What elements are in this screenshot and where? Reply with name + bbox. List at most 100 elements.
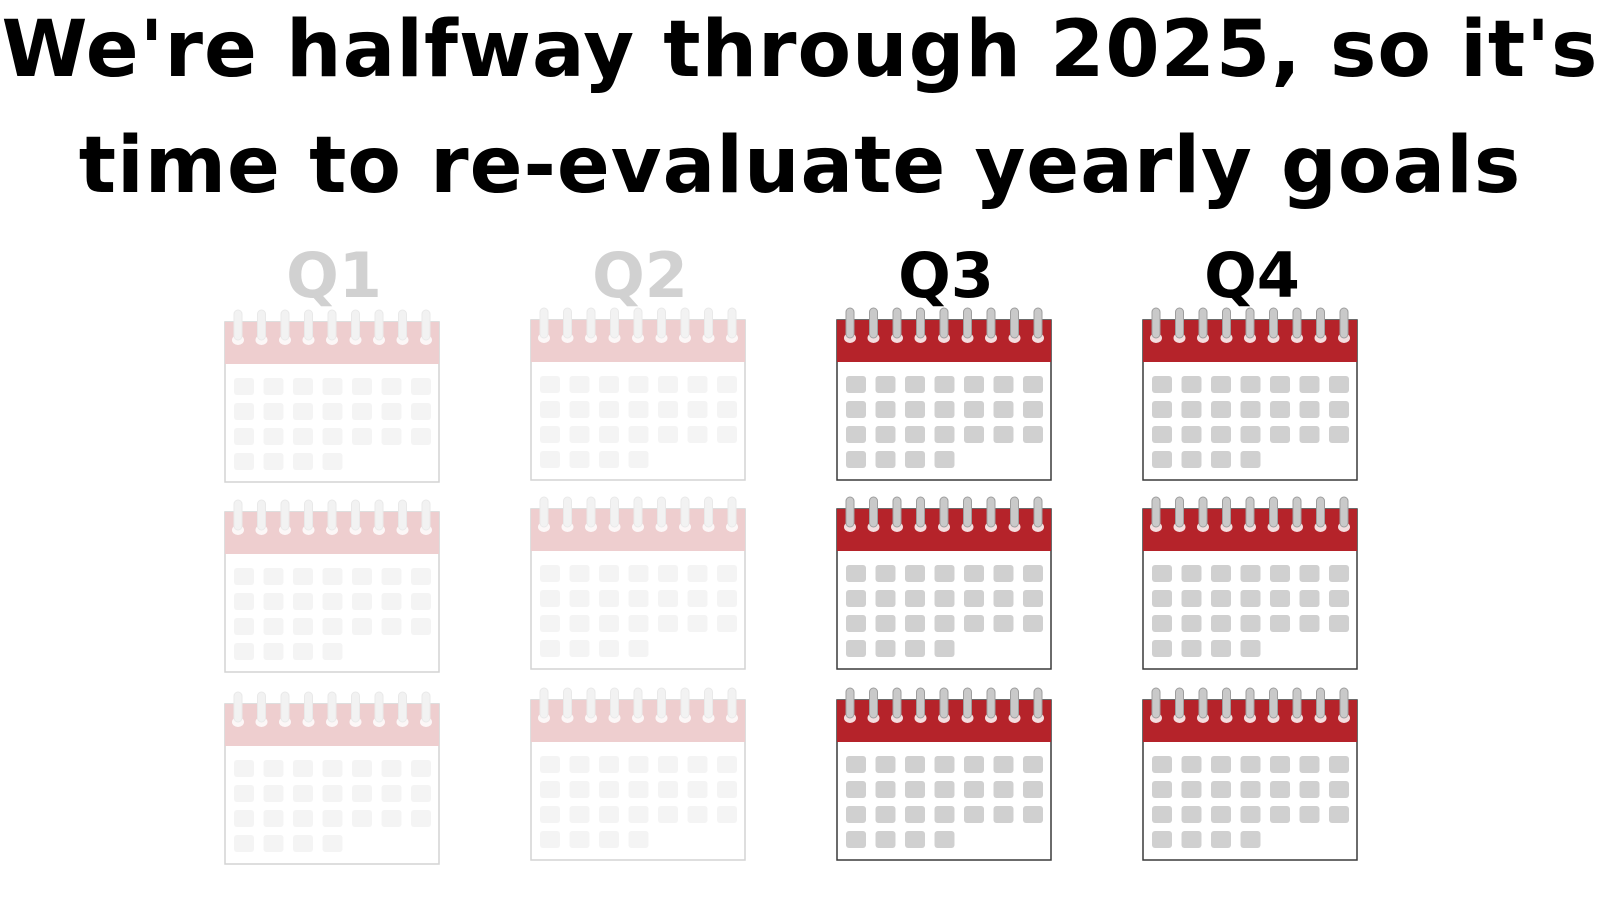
calendar-icon — [1142, 495, 1360, 671]
calendar-ring — [398, 691, 407, 723]
calendar-ring — [704, 687, 713, 719]
calendar-ring — [610, 307, 619, 339]
calendar-day-cell — [411, 810, 431, 827]
calendar-day-cell — [1329, 401, 1349, 418]
calendar-day-cell — [352, 403, 372, 420]
calendar-day-cell — [263, 378, 284, 395]
calendar-day-cell — [1299, 615, 1320, 632]
calendar-ring — [1339, 687, 1349, 719]
calendar-day-cell — [1240, 590, 1261, 607]
calendar-svg — [836, 687, 1052, 861]
calendar-day-cell — [1299, 590, 1320, 607]
calendar-day-cell — [1299, 426, 1320, 443]
calendar-day-cell — [717, 756, 737, 773]
calendar-day-cell — [234, 810, 254, 827]
calendar-day-cell — [1240, 426, 1261, 443]
calendar-ring — [327, 309, 337, 341]
calendar-day-cell — [263, 810, 284, 827]
calendar-ring — [1316, 496, 1325, 528]
calendar-day-cell — [1181, 451, 1202, 468]
calendar-day-cell — [875, 831, 896, 848]
calendar-day-cell — [1181, 590, 1202, 607]
calendar-ring — [1245, 687, 1255, 719]
calendar-ring — [633, 307, 643, 339]
calendar-day-cell — [1299, 781, 1320, 798]
calendar-ring — [727, 496, 737, 528]
calendar-day-cell — [322, 593, 343, 610]
calendar-ring — [539, 687, 549, 719]
calendar-day-cell — [381, 785, 402, 802]
calendar-day-cell — [1299, 401, 1320, 418]
calendar-day-cell — [1211, 426, 1231, 443]
calendar-ring — [1175, 687, 1184, 719]
calendar-ring — [1222, 307, 1231, 339]
calendar-day-cell — [1299, 756, 1320, 773]
calendar-header — [531, 320, 745, 362]
calendar-day-cell — [1023, 426, 1043, 443]
calendar-ring — [586, 496, 596, 528]
calendar-ring — [257, 499, 266, 531]
calendar-day-cell — [1152, 831, 1172, 848]
calendar-day-cell — [381, 760, 402, 777]
calendar-ring — [586, 687, 596, 719]
calendar-svg — [1142, 687, 1358, 861]
calendar-svg — [224, 691, 440, 865]
calendar-day-cell — [934, 640, 955, 657]
calendar-day-cell — [934, 756, 955, 773]
calendar-day-cell — [875, 565, 896, 582]
calendar-ring — [1269, 496, 1278, 528]
calendar-day-cell — [1270, 756, 1290, 773]
calendar-day-cell — [846, 806, 866, 823]
calendar-day-cell — [717, 615, 737, 632]
calendar-day-cell — [993, 376, 1014, 393]
calendar-day-cell — [1181, 831, 1202, 848]
calendar-ring — [1198, 496, 1208, 528]
calendar-day-cell — [687, 376, 708, 393]
calendar-day-cell — [687, 426, 708, 443]
calendar-day-cell — [628, 426, 649, 443]
calendar-day-cell — [322, 403, 343, 420]
calendar-day-cell — [1240, 451, 1261, 468]
calendar-ring — [398, 499, 407, 531]
calendar-day-cell — [658, 781, 678, 798]
calendar-day-cell — [599, 426, 619, 443]
calendar-day-cell — [905, 590, 925, 607]
calendar-day-cell — [1181, 806, 1202, 823]
calendar-day-cell — [717, 590, 737, 607]
calendar-day-cell — [352, 378, 372, 395]
calendar-ring — [586, 307, 596, 339]
calendar-day-cell — [905, 426, 925, 443]
calendar-day-cell — [1270, 565, 1290, 582]
calendar-day-cell — [599, 781, 619, 798]
calendar-day-cell — [234, 378, 254, 395]
calendar-day-cell — [540, 401, 560, 418]
calendar-day-cell — [846, 426, 866, 443]
calendar-day-cell — [964, 781, 984, 798]
calendar-day-cell — [846, 640, 866, 657]
calendar-day-cell — [263, 568, 284, 585]
calendar-ring — [657, 496, 666, 528]
calendar-day-cell — [352, 810, 372, 827]
calendar-day-cell — [875, 640, 896, 657]
calendar-svg — [224, 309, 440, 483]
calendar-day-cell — [658, 401, 678, 418]
headline-line-2: time to re-evaluate yearly goals — [78, 121, 1522, 211]
calendar-day-cell — [964, 426, 984, 443]
calendar-day-cell — [717, 401, 737, 418]
calendar-day-cell — [1152, 451, 1172, 468]
calendar-ring — [421, 499, 431, 531]
calendar-ring — [1010, 687, 1019, 719]
calendar-day-cell — [569, 756, 590, 773]
calendar-day-cell — [628, 781, 649, 798]
calendar-day-cell — [540, 806, 560, 823]
calendar-day-cell — [599, 615, 619, 632]
calendar-day-cell — [352, 568, 372, 585]
calendar-day-cell — [1023, 781, 1043, 798]
calendar-header — [225, 512, 439, 554]
calendar-day-cell — [1181, 426, 1202, 443]
calendar-ring — [963, 496, 972, 528]
calendar-icon — [530, 306, 748, 482]
calendar-ring — [1151, 307, 1161, 339]
calendar-ring — [1033, 496, 1043, 528]
calendar-day-cell — [1211, 756, 1231, 773]
